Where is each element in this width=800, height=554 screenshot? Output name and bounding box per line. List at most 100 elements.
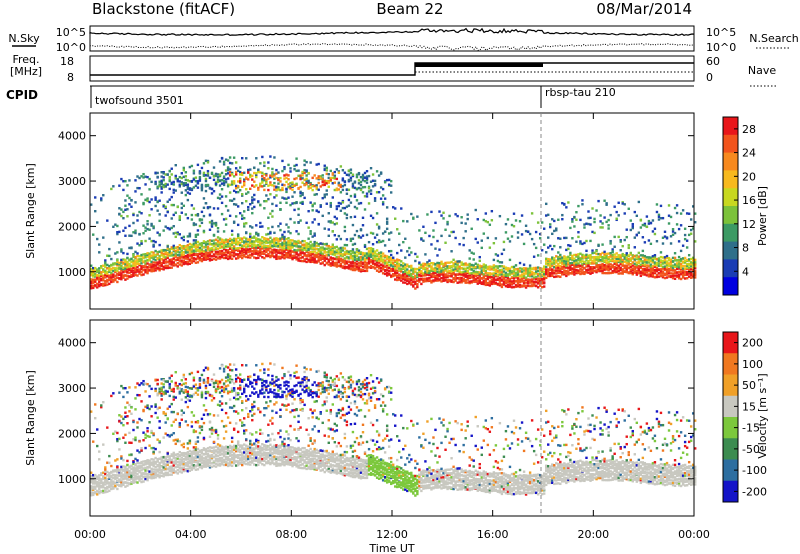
velocity-cell bbox=[92, 479, 95, 482]
power-cell bbox=[587, 268, 590, 272]
power-cell bbox=[281, 252, 284, 255]
power-cell bbox=[538, 237, 542, 240]
power-cell bbox=[164, 266, 167, 270]
velocity-cell bbox=[136, 449, 139, 452]
power-cell bbox=[545, 269, 548, 272]
power-cell bbox=[245, 255, 248, 259]
power-cell bbox=[500, 283, 504, 286]
velocity-cell bbox=[100, 404, 103, 407]
power-cell bbox=[357, 173, 361, 176]
power-cell bbox=[416, 279, 419, 282]
power-cell bbox=[206, 246, 210, 250]
power-cell bbox=[156, 261, 159, 264]
power-cell bbox=[178, 175, 181, 179]
power-cell bbox=[319, 176, 322, 180]
power-cell bbox=[345, 205, 349, 208]
power-cell bbox=[301, 202, 304, 205]
power-cell bbox=[355, 265, 359, 268]
power-cell bbox=[170, 262, 173, 265]
power-cell bbox=[466, 281, 469, 284]
power-cell bbox=[655, 263, 659, 267]
power-cell bbox=[104, 259, 107, 262]
power-cell bbox=[210, 223, 214, 226]
power-cell bbox=[452, 258, 455, 262]
power-cell bbox=[450, 230, 453, 234]
power-cell bbox=[563, 271, 566, 275]
power-cell bbox=[210, 246, 214, 250]
power-cell bbox=[365, 263, 369, 267]
power-cell bbox=[426, 277, 429, 280]
freq-panel bbox=[89, 55, 695, 82]
power-cell bbox=[685, 239, 689, 242]
power-cell bbox=[297, 241, 300, 245]
power-cell bbox=[406, 279, 409, 282]
power-cell bbox=[353, 242, 357, 246]
power-cell bbox=[232, 189, 236, 193]
power-cell bbox=[432, 273, 435, 276]
power-cell bbox=[273, 174, 276, 177]
power-cell bbox=[148, 256, 151, 259]
power-cell bbox=[295, 245, 298, 248]
power-cell bbox=[236, 190, 240, 194]
power-cell bbox=[520, 273, 524, 276]
power-cell bbox=[456, 267, 459, 270]
power-cell bbox=[255, 252, 258, 255]
power-cell bbox=[339, 259, 343, 262]
power-cell bbox=[321, 246, 324, 249]
power-cell bbox=[528, 269, 532, 272]
power-cell bbox=[184, 193, 188, 197]
power-cell bbox=[142, 265, 145, 268]
power-cell bbox=[510, 276, 514, 279]
power-cell bbox=[601, 243, 604, 246]
power-cell bbox=[639, 254, 643, 257]
power-cell bbox=[186, 244, 190, 247]
power-cell bbox=[277, 237, 280, 241]
power-cell bbox=[218, 184, 222, 187]
power-cell bbox=[645, 215, 649, 218]
power-cell bbox=[484, 279, 488, 282]
power-cell bbox=[611, 258, 614, 262]
power-cell bbox=[226, 255, 230, 258]
power-cell bbox=[144, 239, 147, 243]
power-cell bbox=[345, 255, 349, 259]
power-cell bbox=[371, 216, 375, 220]
power-cell bbox=[202, 254, 206, 258]
power-cell bbox=[152, 257, 155, 261]
power-cell bbox=[392, 258, 395, 262]
power-cell bbox=[255, 249, 258, 252]
power-cell bbox=[279, 237, 282, 240]
power-cell bbox=[160, 249, 163, 252]
power-cell bbox=[247, 191, 250, 194]
power-cell bbox=[379, 266, 383, 270]
power-cell bbox=[347, 188, 351, 192]
power-cell bbox=[665, 261, 669, 265]
power-cell bbox=[355, 250, 359, 254]
power-cell bbox=[311, 252, 314, 255]
power-cell bbox=[192, 257, 196, 260]
power-cell bbox=[309, 232, 312, 235]
power-cell bbox=[309, 256, 312, 260]
power-cell bbox=[589, 267, 592, 271]
power-cell bbox=[369, 264, 373, 268]
velocity-cell bbox=[108, 481, 111, 484]
power-cell bbox=[178, 259, 181, 262]
power-cell bbox=[218, 173, 222, 176]
power-cell bbox=[575, 255, 578, 258]
power-cell bbox=[267, 254, 270, 257]
power-cell bbox=[146, 252, 149, 255]
power-cell bbox=[325, 193, 328, 196]
power-cell bbox=[446, 270, 449, 273]
date-title: 08/Mar/2014 bbox=[596, 0, 692, 18]
power-cell bbox=[565, 264, 568, 268]
power-cell bbox=[170, 251, 173, 255]
velocity-cell bbox=[90, 478, 93, 482]
power-cell bbox=[273, 196, 276, 199]
power-cell bbox=[196, 233, 200, 236]
power-cell bbox=[216, 240, 220, 244]
power-cell bbox=[681, 257, 685, 260]
nave-tick-bottom: 0 bbox=[706, 71, 713, 84]
nsky-series bbox=[89, 27, 695, 37]
power-cell bbox=[343, 183, 347, 187]
power-cell bbox=[303, 163, 306, 167]
power-cell bbox=[581, 253, 584, 257]
